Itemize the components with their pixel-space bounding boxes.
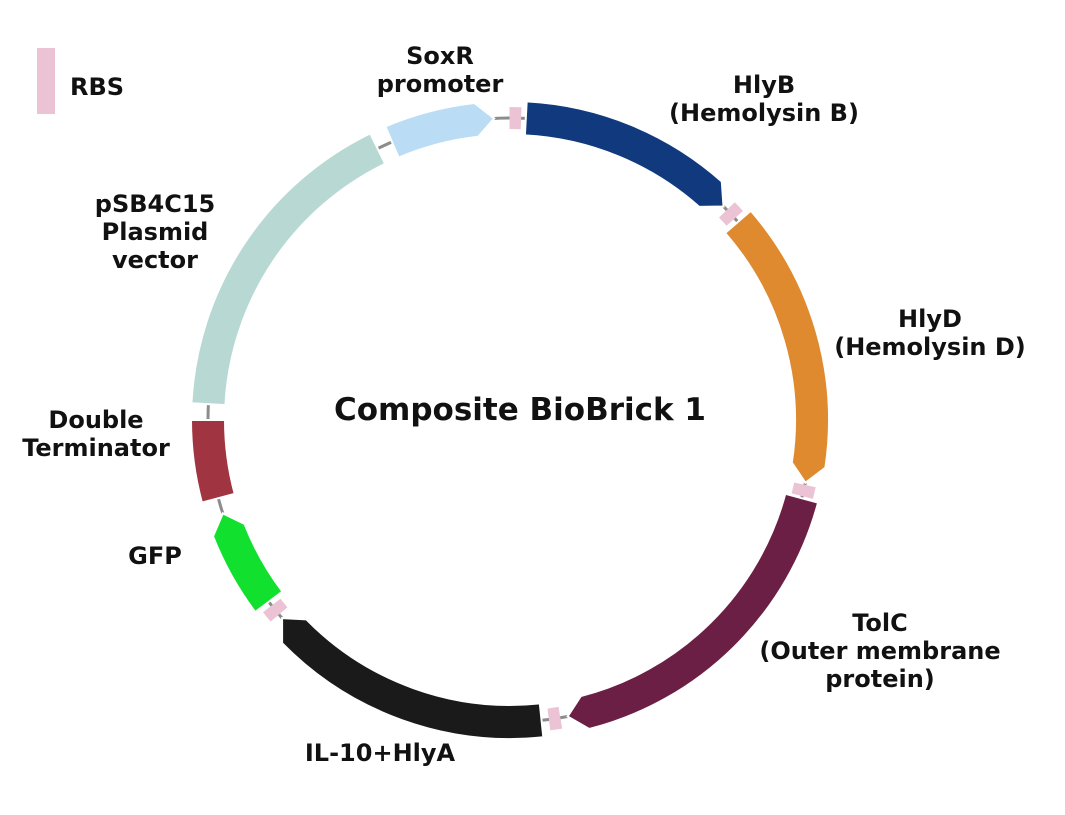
segment-gfp (211, 511, 284, 614)
rbs-mark-2 (719, 202, 743, 226)
legend-rbs-label: RBS (70, 73, 124, 101)
plasmid-title: Composite BioBrick 1 (334, 392, 706, 428)
label-tolc: TolC (Outer membrane protein) (759, 609, 1000, 693)
segment-hlyd (723, 209, 830, 485)
label-double-terminator: Double Terminator (22, 406, 170, 462)
rbs-mark-1 (509, 107, 522, 130)
rbs-mark-5 (263, 598, 288, 622)
segment-hlyb (523, 100, 725, 208)
rbs-mark-3 (791, 482, 816, 499)
segment-term (189, 419, 236, 504)
segment-il10 (281, 617, 545, 741)
rbs-marks (263, 107, 816, 731)
label-soxr-promoter: SoxR promoter (377, 42, 504, 98)
legend-rbs-swatch (37, 48, 55, 114)
label-hlyd: HlyD (Hemolysin D) (834, 305, 1026, 361)
label-psb4c15: pSB4C15 Plasmid vector (95, 190, 215, 274)
label-il10-hlya: IL-10+HlyA (305, 739, 456, 767)
segment-soxr (384, 101, 496, 160)
label-hlyb: HlyB (Hemolysin B) (669, 71, 859, 127)
plasmid-segments (189, 100, 830, 741)
segment-tolc (566, 492, 820, 731)
label-gfp: GFP (128, 542, 182, 570)
rbs-mark-4 (547, 706, 563, 731)
segment-psb (190, 131, 387, 407)
